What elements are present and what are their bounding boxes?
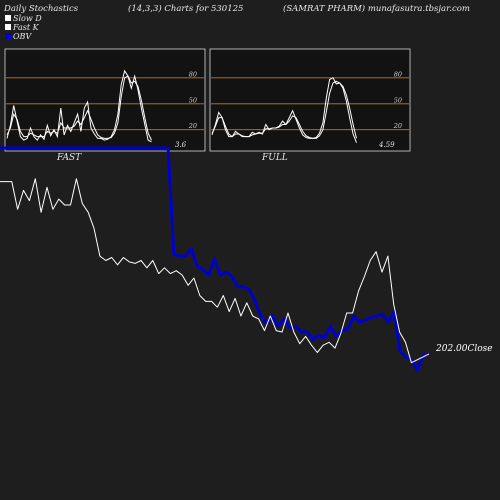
full-panel-frame <box>209 48 411 152</box>
legend: Slow D Fast K OBV <box>5 14 42 41</box>
price-obv-plot: 202.00Close <box>0 146 493 372</box>
fast-slow-d-line <box>6 75 152 141</box>
legend-swatch-obv <box>5 33 11 39</box>
full-tick-20: 20 <box>393 122 402 130</box>
obv-line <box>0 146 430 372</box>
legend-label-fast-k: Fast K <box>12 23 40 32</box>
fast-tick-50: 50 <box>189 96 197 104</box>
fast-tick-20: 20 <box>188 122 197 130</box>
full-stochastic-panel: 80 50 20 4.59 <box>209 48 411 152</box>
legend-swatch-fast-k <box>5 24 11 30</box>
header-middle: (14,3,3) Charts for 530125 <box>128 3 243 14</box>
full-tick-80: 80 <box>394 70 402 78</box>
full-k-line <box>211 77 357 143</box>
legend-swatch-slow-d <box>5 15 11 21</box>
fast-tick-80: 80 <box>189 70 197 78</box>
full-last-value: 4.59 <box>378 141 395 149</box>
full-panel-label: FULL <box>261 153 288 163</box>
close-price-label: 202.00Close <box>435 344 493 354</box>
fast-panel-frame <box>4 48 206 152</box>
full-slow-d-line <box>211 80 357 139</box>
header-left: Daily Stochastics <box>3 4 79 14</box>
close-price-line <box>0 178 430 364</box>
full-tick-50: 50 <box>394 96 402 104</box>
fast-panel-label: FAST <box>56 153 82 163</box>
legend-label-obv: OBV <box>13 32 32 41</box>
header-right: (SAMRAT PHARM) munafasutra.tbsjar.com <box>283 3 470 14</box>
fast-stochastic-panel: 80 50 20 3.6 <box>4 48 206 152</box>
fast-last-value: 3.6 <box>175 141 187 149</box>
legend-label-slow-d: Slow D <box>13 14 42 23</box>
